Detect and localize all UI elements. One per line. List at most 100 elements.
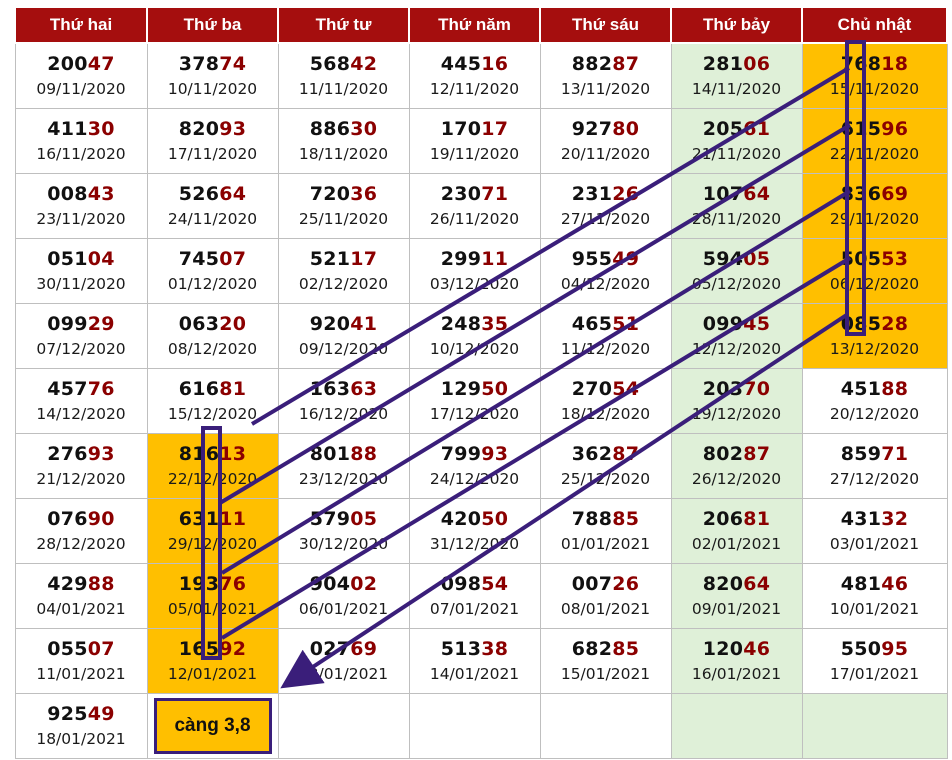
number-tail-digits: 80: [612, 118, 640, 140]
number-lead-digits: 248: [440, 313, 482, 335]
result-number: 05507: [16, 637, 147, 661]
result-cell-monday: 05507 11/01/2021: [14, 628, 148, 694]
result-number: 56842: [279, 52, 409, 76]
number-tail-digits: 87: [612, 443, 640, 465]
number-lead-digits: 720: [309, 183, 351, 205]
result-date: 11/11/2020: [298, 80, 389, 98]
number-lead-digits: 505: [840, 248, 882, 270]
number-lead-digits: 099: [47, 313, 88, 335]
number-tail-digits: 64: [219, 183, 247, 205]
number-lead-digits: 579: [309, 508, 351, 530]
week-row: 41130 16/11/2020 82093 17/11/2020 88630 18/11…: [14, 108, 948, 174]
result-number: 80188: [279, 442, 409, 466]
result-date: 30/12/2020: [298, 535, 389, 553]
week-row: 92549 18/01/2021 càng 3,8: [14, 693, 948, 759]
number-tail-digits: 64: [743, 183, 771, 205]
result-cell-friday: 36287 25/12/2020: [539, 433, 672, 499]
number-tail-digits: 50: [481, 508, 509, 530]
result-date: 11/12/2020: [560, 340, 651, 358]
number-lead-digits: 099: [702, 313, 744, 335]
result-cell-thursday: 42050 31/12/2020: [408, 498, 541, 564]
result-date: 05/01/2021: [167, 600, 258, 618]
week-row: 45776 14/12/2020 61681 15/12/2020 16363 16/12…: [14, 368, 948, 434]
result-date: 11/01/2021: [36, 665, 126, 683]
number-tail-digits: 41: [350, 313, 378, 335]
result-number: 20561: [672, 117, 802, 141]
number-tail-digits: 30: [87, 118, 115, 140]
result-number: 12046: [672, 637, 802, 661]
result-date: 19/12/2020: [691, 405, 782, 423]
result-date: 19/11/2020: [429, 145, 520, 163]
result-date: 18/12/2020: [560, 405, 651, 423]
number-lead-digits: 925: [47, 703, 88, 725]
result-number: 37874: [148, 52, 278, 76]
number-lead-digits: 170: [440, 118, 482, 140]
result-cell-wednesday: 90402 06/01/2021: [277, 563, 410, 629]
result-date: 30/11/2020: [36, 275, 126, 293]
header-saturday: Thứ bảy: [670, 6, 803, 44]
result-date: 14/11/2020: [691, 80, 782, 98]
number-tail-digits: 76: [219, 573, 247, 595]
result-number: 43132: [803, 507, 947, 531]
number-tail-digits: 20: [219, 313, 247, 335]
result-date: 18/11/2020: [298, 145, 389, 163]
number-lead-digits: 055: [47, 638, 88, 660]
number-lead-digits: 193: [178, 573, 220, 595]
result-number: 81613: [148, 442, 278, 466]
number-tail-digits: 53: [881, 248, 909, 270]
number-lead-digits: 802: [702, 443, 744, 465]
number-lead-digits: 594: [702, 248, 744, 270]
number-lead-digits: 270: [571, 378, 613, 400]
result-number: 48146: [803, 572, 947, 596]
number-tail-digits: 46: [881, 573, 909, 595]
number-tail-digits: 61: [743, 118, 771, 140]
number-tail-digits: 26: [612, 573, 640, 595]
result-date: 03/12/2020: [429, 275, 520, 293]
result-date: 17/11/2020: [167, 145, 258, 163]
result-number: 52117: [279, 247, 409, 271]
result-number: 16363: [279, 377, 409, 401]
number-tail-digits: 47: [87, 53, 115, 75]
empty-cell-thursday: [408, 693, 541, 759]
result-number: 20681: [672, 507, 802, 531]
result-date: 16/12/2020: [298, 405, 389, 423]
number-lead-digits: 200: [47, 53, 88, 75]
header-tuesday: Thứ ba: [146, 6, 279, 44]
result-cell-saturday: 20681 02/01/2021: [670, 498, 803, 564]
result-date: 15/01/2021: [560, 665, 651, 683]
result-cell-wednesday: 80188 23/12/2020: [277, 433, 410, 499]
result-number: 78885: [541, 507, 671, 531]
result-date: 23/11/2020: [36, 210, 126, 228]
number-tail-digits: 04: [87, 248, 115, 270]
number-lead-digits: 816: [178, 443, 220, 465]
number-tail-digits: 74: [219, 53, 247, 75]
number-lead-digits: 051: [47, 248, 88, 270]
result-date: 25/11/2020: [298, 210, 389, 228]
result-date: 14/01/2021: [429, 665, 520, 683]
number-tail-digits: 87: [743, 443, 771, 465]
result-cell-monday: 27693 21/12/2020: [14, 433, 148, 499]
result-date: 18/01/2021: [36, 730, 126, 748]
result-cell-sunday: 55095 17/01/2021: [801, 628, 948, 694]
result-date: 07/12/2020: [36, 340, 126, 358]
result-number: 80287: [672, 442, 802, 466]
result-cell-saturday: 09945 12/12/2020: [670, 303, 803, 369]
number-tail-digits: 13: [219, 443, 247, 465]
number-tail-digits: 96: [881, 118, 909, 140]
number-lead-digits: 682: [571, 638, 613, 660]
number-tail-digits: 29: [87, 313, 115, 335]
result-date: 24/11/2020: [167, 210, 258, 228]
lottery-results-table: Thứ hai Thứ ba Thứ tư Thứ năm Thứ sáu Th…: [14, 6, 948, 759]
number-tail-digits: 85: [612, 508, 640, 530]
number-tail-digits: 51: [612, 313, 640, 335]
result-cell-saturday: 12046 16/01/2021: [670, 628, 803, 694]
result-number: 19376: [148, 572, 278, 596]
number-lead-digits: 631: [178, 508, 220, 530]
number-tail-digits: 43: [87, 183, 115, 205]
number-tail-digits: 93: [481, 443, 509, 465]
result-number: 09945: [672, 312, 802, 336]
result-number: 12950: [410, 377, 540, 401]
result-date: 29/12/2020: [167, 535, 258, 553]
result-cell-thursday: 51338 14/01/2021: [408, 628, 541, 694]
result-cell-friday: 23126 27/11/2020: [539, 173, 672, 239]
